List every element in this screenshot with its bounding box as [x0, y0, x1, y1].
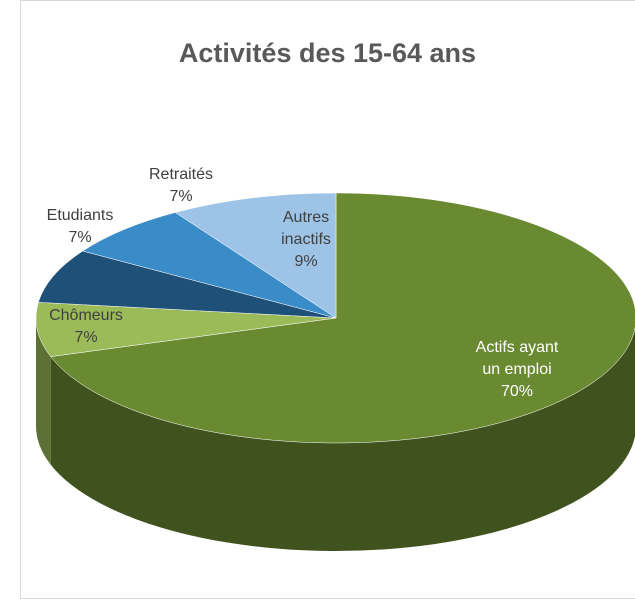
value-label: 7%: [169, 188, 193, 205]
slice: [82, 212, 337, 319]
category-label: Autres inactifs: [281, 209, 331, 248]
data-label: Actifs ayant un emploi 70%: [470, 337, 565, 403]
category-label: Retraités: [148, 166, 214, 183]
category-label: Etudiants: [46, 207, 114, 224]
slice: [174, 192, 337, 319]
data-label: Autres inactifs 9%: [269, 207, 344, 273]
slice: [35, 302, 337, 357]
slice-side: [36, 318, 51, 465]
value-label: 7%: [68, 229, 92, 246]
slice: [50, 192, 635, 444]
data-label: Chômeurs 7%: [26, 305, 146, 349]
category-label: Chômeurs: [49, 307, 123, 324]
value-label: 70%: [500, 383, 534, 400]
slice-side: [50, 327, 635, 551]
chart-title: Activités des 15-64 ans: [178, 38, 477, 68]
slice: [38, 250, 337, 319]
category-label: Actifs ayant un emploi: [475, 339, 559, 378]
data-label: Etudiants 7%: [20, 205, 140, 249]
value-label: 9%: [294, 253, 318, 270]
data-label: Retraités 7%: [121, 164, 241, 208]
value-label: 7%: [74, 329, 98, 346]
